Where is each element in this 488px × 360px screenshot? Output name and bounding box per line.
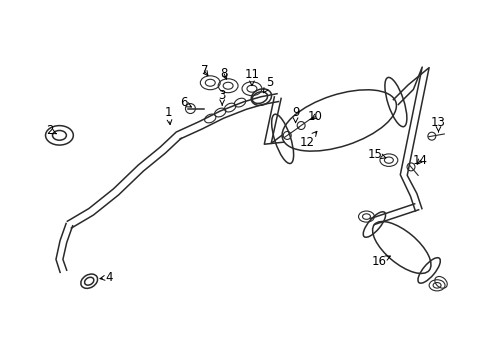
Text: 10: 10	[307, 110, 322, 123]
Text: 15: 15	[367, 148, 385, 161]
Text: 11: 11	[244, 68, 259, 86]
Text: 3: 3	[218, 89, 225, 105]
Text: 5: 5	[263, 76, 273, 93]
Text: 6: 6	[180, 96, 191, 109]
Text: 16: 16	[371, 255, 389, 268]
Text: 1: 1	[164, 106, 172, 125]
Text: 8: 8	[220, 67, 227, 80]
Text: 7: 7	[200, 64, 207, 77]
Text: 2: 2	[46, 124, 56, 137]
Text: 12: 12	[300, 131, 316, 149]
Text: 14: 14	[412, 154, 427, 167]
Text: 13: 13	[430, 116, 445, 132]
Text: 9: 9	[291, 106, 299, 122]
Text: 4: 4	[100, 271, 113, 284]
